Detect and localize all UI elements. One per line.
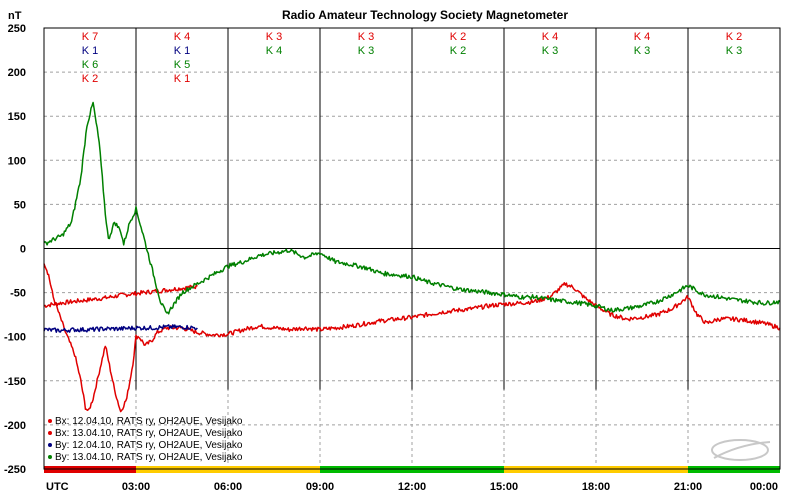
k-index-label: K 3 bbox=[726, 45, 743, 57]
k-index-label: K 2 bbox=[82, 73, 99, 85]
series-line bbox=[43, 263, 781, 413]
k-index-label: K 4 bbox=[266, 45, 283, 57]
series-line bbox=[43, 284, 198, 308]
x-tick-label: 15:00 bbox=[490, 481, 518, 493]
logo-icon bbox=[711, 439, 771, 461]
k-index-label: K 2 bbox=[450, 45, 467, 57]
y-tick-label: -50 bbox=[10, 288, 26, 300]
k-index-label: K 5 bbox=[174, 59, 191, 71]
y-tick-label: -100 bbox=[4, 332, 26, 344]
y-tick-label: -250 bbox=[4, 464, 26, 476]
y-tick-label: 50 bbox=[14, 199, 26, 211]
legend: Bx: 12.04.10, RATS ry, OH2AUE, VesijakoB… bbox=[48, 416, 243, 463]
x-tick-label: 06:00 bbox=[214, 481, 242, 493]
legend-entry: Bx: 12.04.10, RATS ry, OH2AUE, Vesijako bbox=[55, 416, 243, 427]
k-index-label: K 4 bbox=[174, 31, 191, 43]
k-index-label: K 3 bbox=[634, 45, 651, 57]
k-index-label: K 4 bbox=[542, 31, 559, 43]
k-index-labels: K 7 K 1 K 6 K 2 K 4 K 1 K 5 K 1 K 3 K 4 K 3 K 3 K 2 K… bbox=[82, 31, 743, 85]
x-axis-label: UTC bbox=[46, 481, 69, 493]
legend-entry: By: 13.04.10, RATS ry, OH2AUE, Vesijako bbox=[55, 452, 243, 463]
k-index-label: K 3 bbox=[542, 45, 559, 57]
y-tick-label: 150 bbox=[8, 111, 26, 123]
x-tick-label: 09:00 bbox=[306, 481, 334, 493]
y-tick-label: 100 bbox=[8, 155, 26, 167]
y-tick-label: 250 bbox=[8, 23, 26, 35]
axis-ticks: 250 200 150 100 50 0 -50 -100 -150 -200 -250 03:00 0… bbox=[4, 23, 778, 493]
k-index-label: K 2 bbox=[726, 31, 743, 43]
y-tick-label: -150 bbox=[4, 376, 26, 388]
x-tick-label: 12:00 bbox=[398, 481, 426, 493]
plot-frame bbox=[43, 27, 781, 470]
legend-entry: By: 12.04.10, RATS ry, OH2AUE, Vesijako bbox=[55, 440, 243, 451]
data-series bbox=[43, 101, 781, 413]
k-index-label: K 2 bbox=[450, 31, 467, 43]
y-tick-label: -200 bbox=[4, 420, 26, 432]
chart-title: Radio Amateur Technology Society Magneto… bbox=[282, 8, 568, 22]
x-tick-label: 03:00 bbox=[122, 481, 150, 493]
k-index-label: K 6 bbox=[82, 59, 99, 71]
legend-marker bbox=[48, 455, 52, 459]
series-line bbox=[43, 101, 781, 315]
k-index-label: K 3 bbox=[266, 31, 283, 43]
k-index-label: K 1 bbox=[174, 73, 191, 85]
legend-entry: Bx: 13.04.10, RATS ry, OH2AUE, Vesijako bbox=[55, 428, 243, 439]
y-tick-label: 200 bbox=[8, 67, 26, 79]
x-tick-label: 00:00 bbox=[750, 481, 778, 493]
y-tick-label: 0 bbox=[20, 244, 26, 256]
x-tick-label: 21:00 bbox=[674, 481, 702, 493]
k-index-label: K 1 bbox=[82, 45, 99, 57]
k-index-label: K 1 bbox=[174, 45, 191, 57]
k-index-label: K 3 bbox=[358, 31, 375, 43]
k-index-label: K 7 bbox=[82, 31, 99, 43]
series-line bbox=[43, 324, 198, 333]
legend-marker bbox=[48, 443, 52, 447]
legend-marker bbox=[48, 431, 52, 435]
legend-marker bbox=[48, 419, 52, 423]
k-index-label: K 3 bbox=[358, 45, 375, 57]
x-tick-label: 18:00 bbox=[582, 481, 610, 493]
y-axis-label: nT bbox=[8, 10, 22, 22]
k-index-label: K 4 bbox=[634, 31, 651, 43]
